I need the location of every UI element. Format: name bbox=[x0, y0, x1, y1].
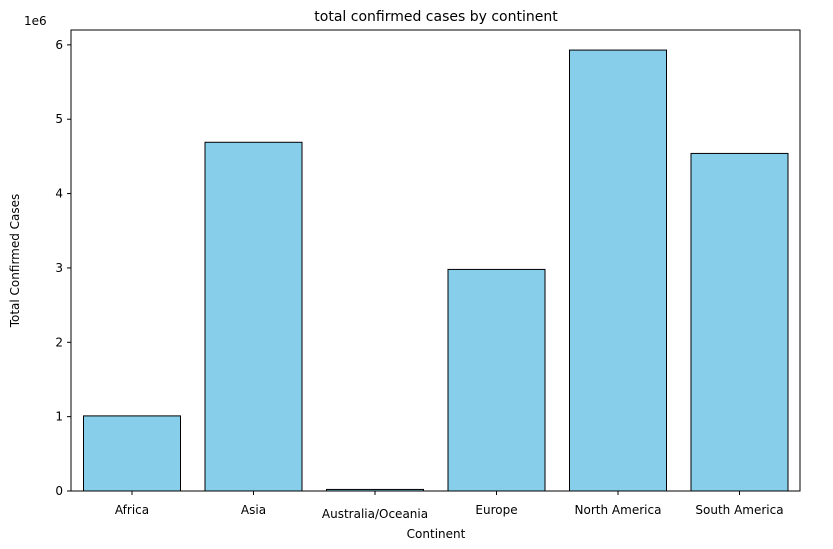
bar-asia bbox=[204, 141, 303, 492]
x-tick-label: Asia bbox=[241, 503, 266, 517]
y-axis-label: Total Confirmed Cases bbox=[8, 194, 22, 329]
bar-europe bbox=[447, 268, 546, 492]
x-tick-label: Africa bbox=[115, 503, 149, 517]
y-tick-label: 2 bbox=[55, 335, 63, 349]
chart-title: total confirmed cases by continent bbox=[314, 9, 558, 25]
y-tick-label: 3 bbox=[55, 261, 63, 275]
y-tick-label: 1 bbox=[55, 410, 63, 424]
y-tick-label: 6 bbox=[55, 38, 63, 52]
x-tick-label: Australia/Oceania bbox=[322, 507, 428, 521]
y-scale-label: 1e6 bbox=[24, 14, 47, 28]
bars-group bbox=[83, 49, 789, 492]
y-axis-ticks: 0 1 2 3 4 5 6 bbox=[55, 38, 71, 498]
x-tick-label: Europe bbox=[475, 503, 517, 517]
y-tick-label: 4 bbox=[55, 187, 63, 201]
x-axis-ticks: Africa Asia Australia/Oceania Europe North A… bbox=[115, 491, 784, 521]
x-tick-label: North America bbox=[575, 503, 662, 517]
bar-africa bbox=[83, 415, 181, 492]
x-tick-label: South America bbox=[695, 503, 783, 517]
y-tick-label: 0 bbox=[55, 484, 63, 498]
x-axis-label: Continent bbox=[407, 527, 466, 541]
plot-frame bbox=[70, 29, 801, 492]
bar-south-america bbox=[690, 152, 789, 492]
bar-north-america bbox=[569, 49, 667, 492]
y-tick-label: 5 bbox=[55, 112, 63, 126]
